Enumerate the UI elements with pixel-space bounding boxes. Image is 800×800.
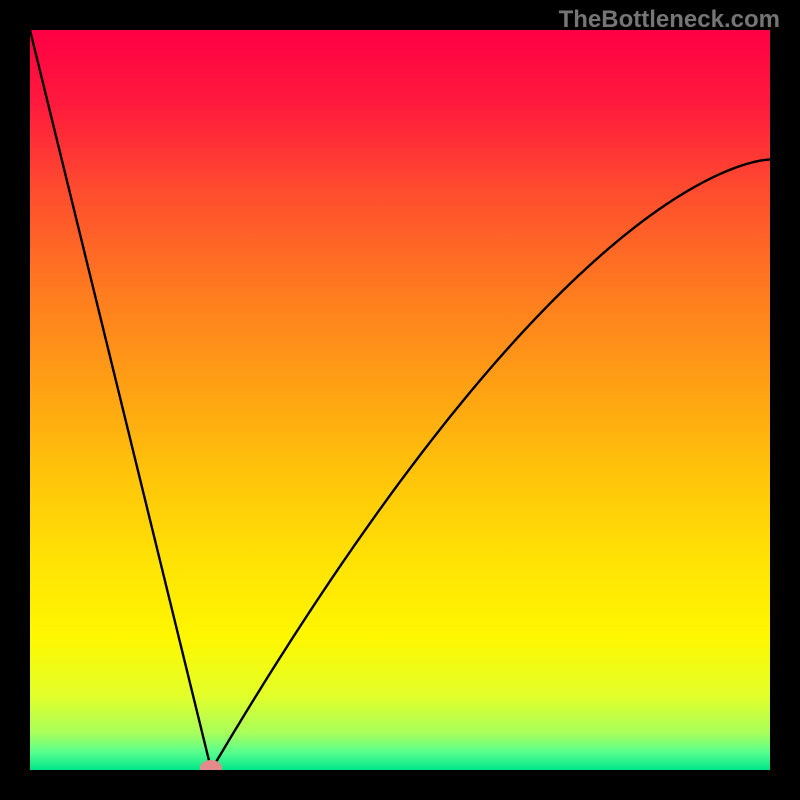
watermark-text: TheBottleneck.com <box>559 6 780 34</box>
plot-area <box>30 30 770 770</box>
curve-path <box>30 30 770 770</box>
optimum-marker <box>200 760 222 770</box>
bottleneck-curve <box>30 30 770 770</box>
chart-container: TheBottleneck.com <box>0 0 800 800</box>
